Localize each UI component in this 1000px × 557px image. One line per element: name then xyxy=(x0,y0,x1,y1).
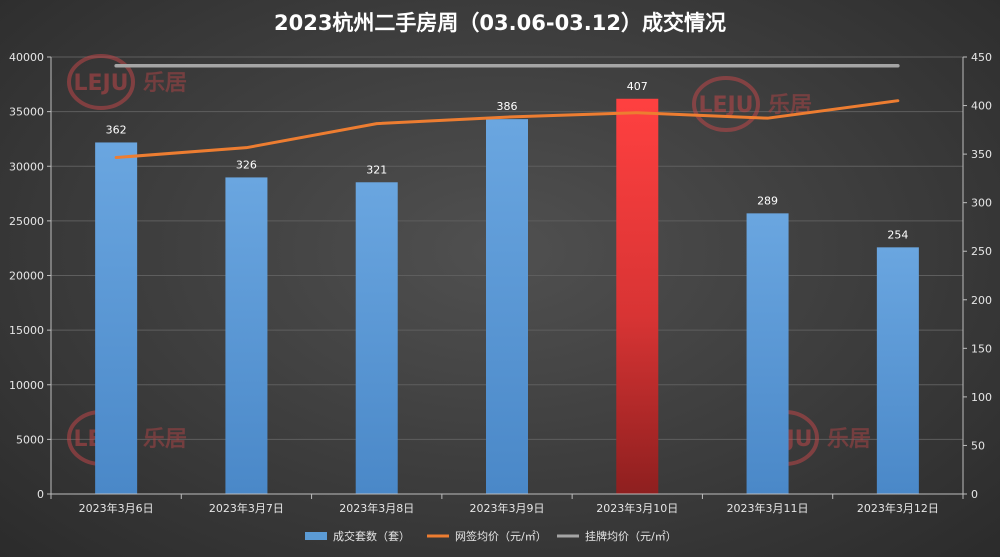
y-left-tick-label: 40000 xyxy=(9,51,44,64)
bar-data-label: 321 xyxy=(366,163,387,176)
chart-title: 2023杭州二手房周（03.06-03.12）成交情况 xyxy=(274,11,726,35)
x-tick-label: 2023年3月12日 xyxy=(857,501,939,515)
y-left-tick-label: 25000 xyxy=(9,215,44,228)
y-right-tick-label: 150 xyxy=(971,342,992,355)
bar-series xyxy=(95,98,919,495)
bar-data-label: 289 xyxy=(757,194,778,207)
x-tick-label: 2023年3月8日 xyxy=(339,501,414,515)
y-left-tick-label: 30000 xyxy=(9,160,44,173)
bar xyxy=(746,213,789,495)
signed-price-line xyxy=(114,99,900,160)
y-right-tick-label: 300 xyxy=(971,197,992,210)
watermark-brand-text: 乐居 xyxy=(143,427,187,452)
watermark-logo-text: LEJU xyxy=(73,71,128,96)
y-left-tick-label: 35000 xyxy=(9,106,44,119)
watermark-ring xyxy=(67,54,135,110)
legend-label: 挂牌均价（元/㎡） xyxy=(585,529,677,543)
y-right-tick-label: 100 xyxy=(971,391,992,404)
watermark-ring xyxy=(692,76,760,132)
y-left-tick-label: 15000 xyxy=(9,324,44,337)
x-tick-label: 2023年3月7日 xyxy=(209,501,284,515)
y-right-tick-label: 450 xyxy=(971,51,992,64)
y-right-tick-label: 350 xyxy=(971,148,992,161)
watermark-brand-text: 乐居 xyxy=(827,427,871,452)
line-series xyxy=(114,63,900,160)
y-left-tick-label: 0 xyxy=(37,488,44,501)
bar-data-label: 362 xyxy=(106,123,127,136)
y-right-tick-label: 250 xyxy=(971,245,992,258)
legend-label: 成交套数（套） xyxy=(333,529,410,543)
watermark-layer: LEJU乐居LEJU乐居LEJU乐居LEJU乐居 xyxy=(67,54,871,466)
y-left-tick-label: 20000 xyxy=(9,270,44,283)
legend-swatch-bar xyxy=(305,532,327,540)
bar xyxy=(486,119,528,494)
data-labels: 362 326 321 386 407 289 254 xyxy=(106,80,909,242)
bar-data-label: 386 xyxy=(497,100,518,113)
bar xyxy=(95,142,138,495)
bar-data-label: 254 xyxy=(887,228,908,241)
y-left-tick-label: 5000 xyxy=(16,433,44,446)
watermark-brand-text: 乐居 xyxy=(143,71,187,96)
y-right-tick-label: 200 xyxy=(971,294,992,307)
legend: 成交套数（套） 网签均价（元/㎡） 挂牌均价（元/㎡） xyxy=(305,529,677,543)
watermark-logo-text: LEJU xyxy=(698,93,753,118)
y-right-tick-label: 0 xyxy=(971,488,978,501)
x-tick-label: 2023年3月11日 xyxy=(727,501,809,515)
x-tick-label: 2023年3月10日 xyxy=(596,501,678,515)
legend-label: 网签均价（元/㎡） xyxy=(455,529,547,543)
y-left-tick-label: 10000 xyxy=(9,379,44,392)
bar xyxy=(876,247,919,494)
y-right-tick-label: 50 xyxy=(971,439,985,452)
bar-data-label: 326 xyxy=(236,158,257,171)
y-right-tick-label: 400 xyxy=(971,100,992,113)
highlight-bar xyxy=(616,98,659,494)
leju-logo-watermark: LEJU 乐居 xyxy=(67,54,187,110)
axes: 0 5000 10000 15000 20000 25000 30000 35000 40000… xyxy=(9,51,992,515)
bar-data-label: 407 xyxy=(627,80,648,93)
x-tick-label: 2023年3月9日 xyxy=(470,501,545,515)
bar xyxy=(355,182,398,495)
x-tick-label: 2023年3月6日 xyxy=(79,501,154,515)
bar xyxy=(225,177,268,494)
